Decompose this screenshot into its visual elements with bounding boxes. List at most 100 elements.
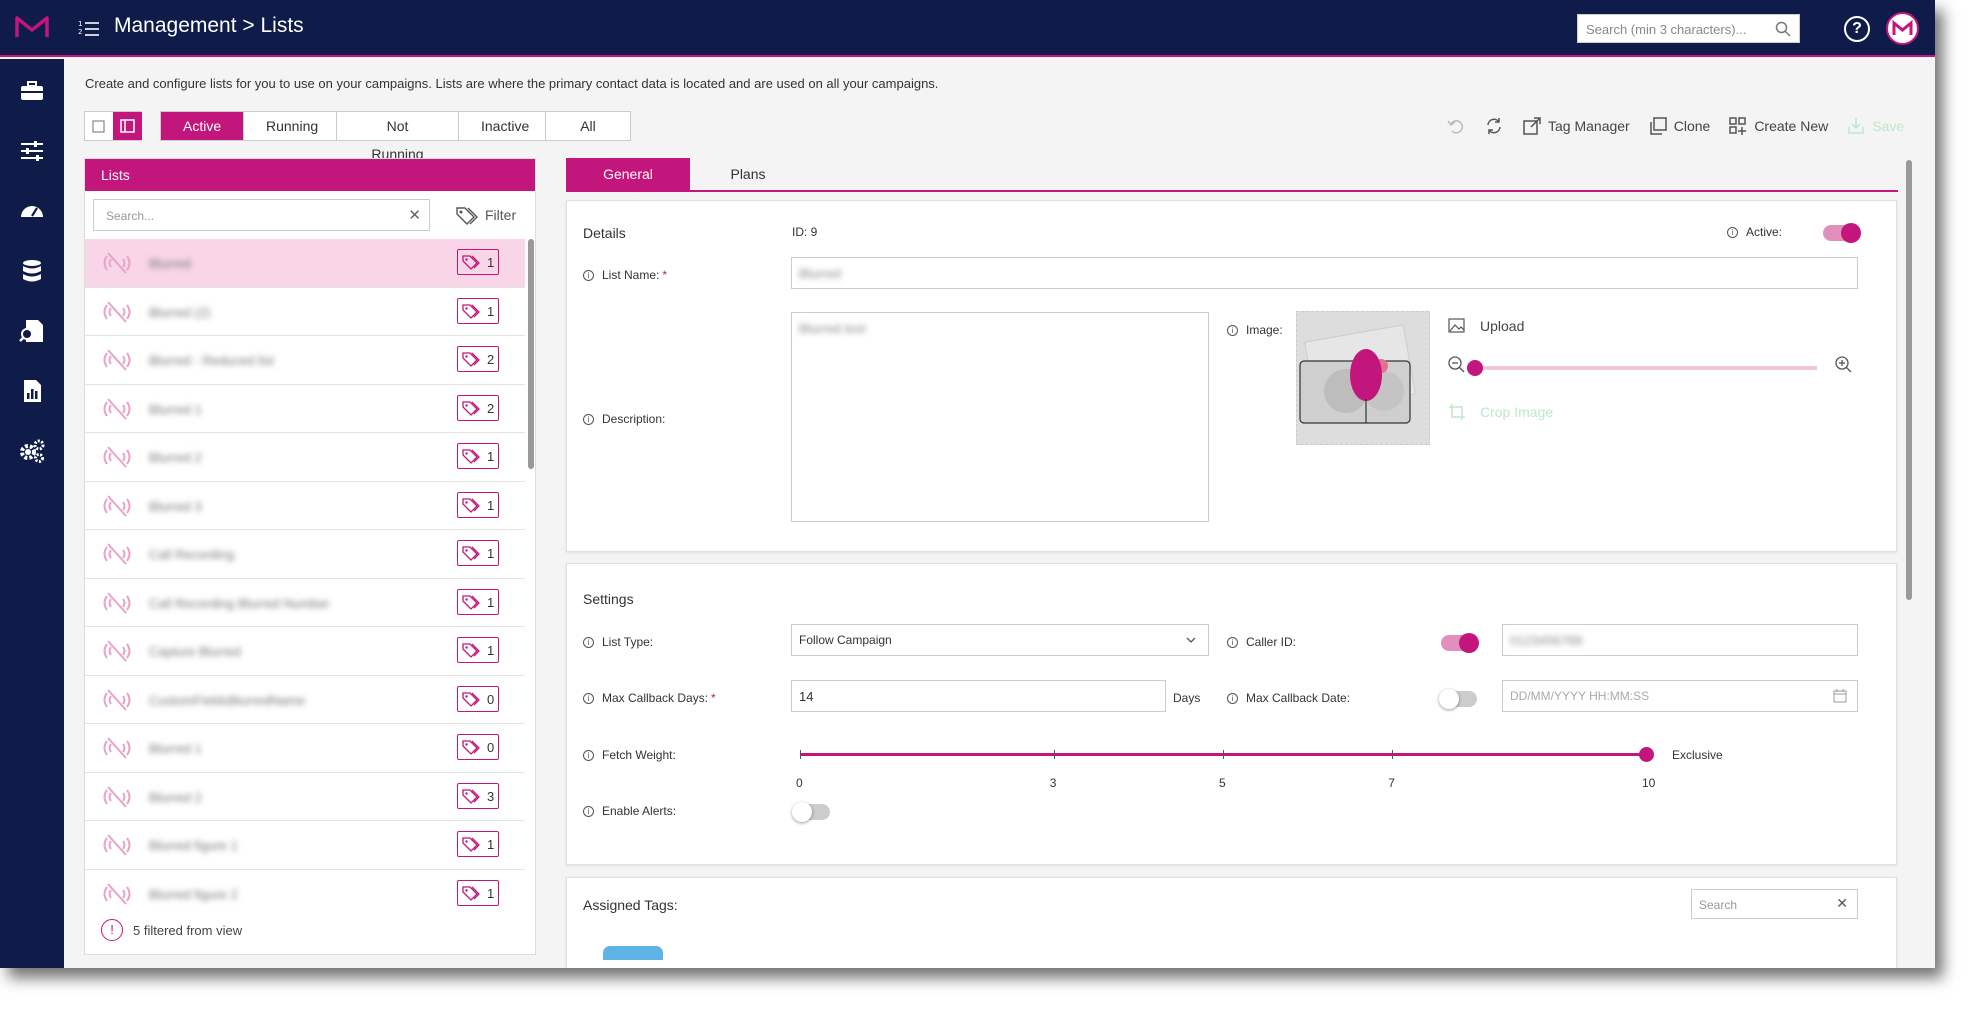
tag-count: 2 (487, 400, 495, 416)
list-item-name: Blurred 3 (149, 498, 202, 514)
max-callback-date-toggle[interactable] (1439, 689, 1477, 709)
zoom-slider[interactable] (1467, 360, 1817, 376)
list-item[interactable]: Blurred 2 1 (85, 433, 525, 482)
filter-label: Filter (485, 207, 517, 223)
tab-general[interactable]: General (566, 158, 690, 190)
list-item[interactable]: Blurred 1 2 (85, 385, 525, 433)
list-item[interactable]: Blurred 3 1 (85, 482, 525, 530)
settings-gears-icon[interactable] (18, 437, 46, 465)
tab-plans[interactable]: Plans (730, 166, 766, 182)
app-logo[interactable] (14, 14, 50, 40)
tag-chip[interactable] (603, 946, 663, 960)
enable-alerts-toggle[interactable] (792, 802, 830, 822)
list-item[interactable]: CustomFieldsBlurredName 0 (85, 676, 525, 724)
tab-all[interactable]: All (580, 118, 596, 134)
view-mode-toggle[interactable] (84, 111, 142, 141)
list-image-preview[interactable] (1296, 311, 1430, 445)
list-name-input[interactable]: Blurred (791, 257, 1858, 289)
search-icon[interactable] (1775, 21, 1791, 37)
file-search-icon[interactable] (18, 317, 46, 345)
tag-count-badge[interactable]: 1 (457, 879, 499, 906)
max-callback-date-input[interactable]: DD/MM/YYYY HH:MM:SS (1502, 680, 1858, 712)
list-item[interactable]: Call Recording Blurred Number 1 (85, 579, 525, 627)
active-toggle[interactable] (1823, 223, 1861, 243)
list-item[interactable]: Capture Blurred 1 (85, 627, 525, 676)
dashboard-gauge-icon[interactable] (18, 197, 46, 225)
zoom-in-icon[interactable] (1834, 355, 1854, 375)
tag-count-badge[interactable]: 1 (457, 297, 499, 324)
toolbox-icon[interactable] (18, 77, 46, 105)
svg-text:2: 2 (78, 28, 82, 36)
caller-id-input[interactable]: 0123456789 (1502, 624, 1858, 656)
tab-inactive[interactable]: Inactive (459, 112, 546, 140)
crop-image-button[interactable]: Crop Image (1448, 403, 1553, 421)
tag-count-badge[interactable]: 1 (457, 249, 499, 275)
zoom-slider-handle[interactable] (1467, 360, 1483, 376)
tag-count-badge[interactable]: 0 (457, 685, 499, 712)
list-item[interactable]: Call Recording 1 (85, 530, 525, 579)
description-textarea[interactable]: Blurred text (791, 312, 1209, 522)
list-item[interactable]: Blurred 1 0 (85, 724, 525, 773)
clear-search-icon[interactable]: ✕ (408, 207, 421, 224)
toggle-knob (1439, 689, 1459, 709)
list-item-name: Call Recording Blurred Number (149, 595, 330, 611)
list-item[interactable]: Blurred figure 2 1 (85, 870, 525, 912)
user-avatar[interactable] (1886, 12, 1919, 45)
fetch-weight-tick-mark (1392, 750, 1394, 759)
list-item[interactable]: Blurred 1 (85, 239, 525, 288)
help-icon[interactable]: ? (1844, 16, 1870, 42)
tag-count-badge[interactable]: 2 (457, 394, 499, 421)
enable-alerts-label: i Enable Alerts: (583, 804, 676, 818)
clear-tag-search-icon[interactable]: ✕ (1836, 895, 1848, 911)
tag-count-badge[interactable]: 2 (457, 346, 499, 372)
tab-running[interactable]: Running (244, 112, 337, 140)
database-icon[interactable] (18, 257, 46, 285)
tag-manager-button[interactable]: Tag Manager (1522, 116, 1630, 136)
list-item[interactable]: Blurred (2) 1 (85, 288, 525, 336)
tag-count-badge[interactable]: 1 (457, 831, 499, 857)
upload-button[interactable]: Upload (1448, 318, 1524, 334)
single-view-button[interactable] (85, 112, 113, 140)
tag-count-badge[interactable]: 0 (457, 734, 499, 760)
tag-search-input[interactable]: Search ✕ (1691, 889, 1858, 919)
info-icon: i (583, 413, 594, 425)
fetch-weight-slider-handle[interactable] (1639, 747, 1654, 762)
save-button[interactable]: Save (1846, 116, 1904, 136)
tag-count-badge[interactable]: 1 (457, 637, 499, 663)
report-icon[interactable] (18, 377, 46, 405)
list-item[interactable]: Blurred 2 3 (85, 773, 525, 821)
numbered-list-icon[interactable]: 1 2 (78, 18, 100, 40)
detail-scrollbar[interactable] (1906, 160, 1912, 600)
fetch-weight-label-text: Fetch Weight: (602, 748, 676, 762)
list-scrollbar[interactable] (528, 239, 534, 469)
caller-id-toggle[interactable] (1441, 633, 1479, 653)
sliders-icon[interactable] (18, 137, 46, 165)
tag-count-badge[interactable]: 1 (457, 540, 499, 566)
tab-active[interactable]: Active (161, 112, 244, 140)
tag-count-badge[interactable]: 1 (457, 443, 499, 469)
clone-button[interactable]: Clone (1648, 116, 1710, 136)
undo-icon[interactable] (1446, 116, 1466, 136)
calendar-icon[interactable] (1833, 689, 1847, 703)
filter-button[interactable]: Filter (455, 205, 516, 225)
tag-count: 1 (487, 837, 495, 852)
global-search-input[interactable]: Search (min 3 characters)... (1577, 14, 1800, 43)
list-search-input[interactable]: Search... ✕ (93, 199, 430, 231)
split-view-button[interactable] (113, 112, 142, 140)
required-marker: * (662, 268, 668, 282)
create-new-button[interactable]: Create New (1728, 116, 1828, 136)
tag-count: 1 (487, 255, 495, 270)
refresh-icon[interactable] (1484, 116, 1504, 136)
tag-count-badge[interactable]: 3 (457, 782, 499, 809)
tag-count-badge[interactable]: 1 (457, 588, 499, 615)
tag-count: 1 (487, 546, 495, 561)
tag-count-badge[interactable]: 1 (457, 491, 499, 518)
tag-icon (462, 497, 480, 513)
list-item[interactable]: Blurred figure 1 1 (85, 821, 525, 870)
max-callback-days-input[interactable]: 14 (791, 680, 1166, 712)
list-item[interactable]: Blurred - Reduced list 2 (85, 336, 525, 385)
zoom-out-icon[interactable] (1447, 355, 1467, 375)
list-type-select[interactable]: Follow Campaign (791, 624, 1209, 656)
tab-not-running[interactable]: Not Running (337, 112, 459, 162)
svg-text:1: 1 (78, 20, 82, 28)
